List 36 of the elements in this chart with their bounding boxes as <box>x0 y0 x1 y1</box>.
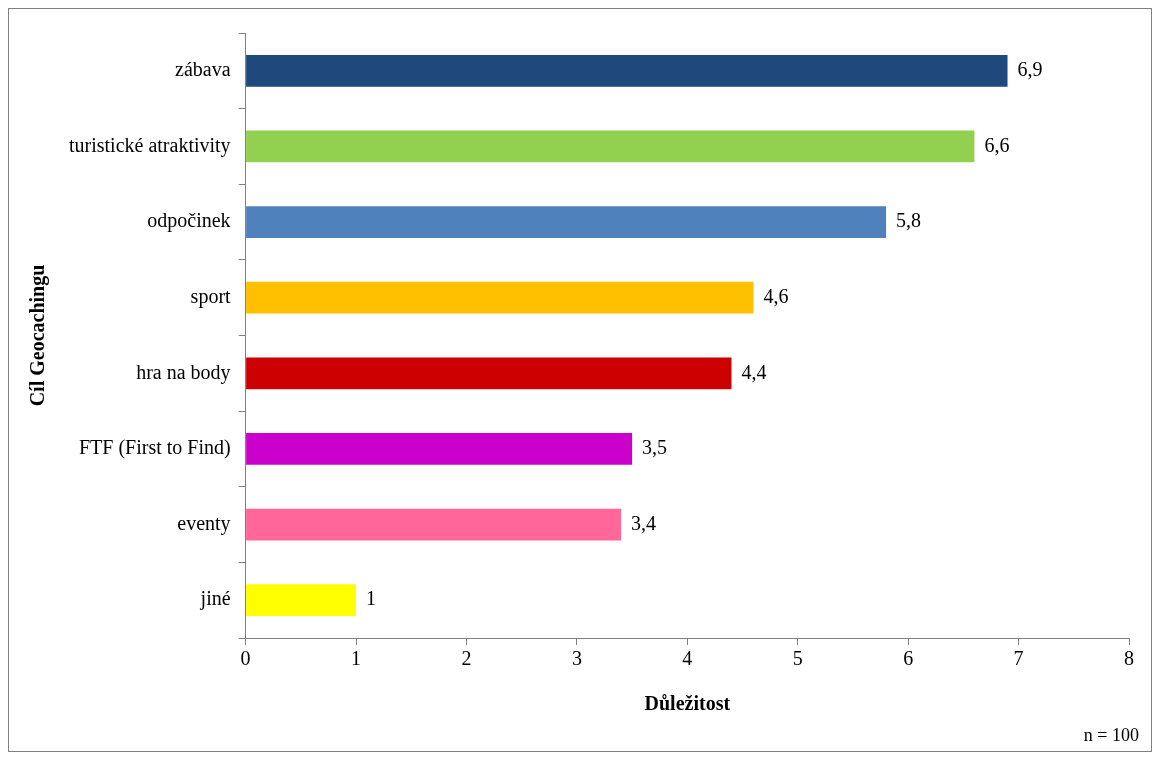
y-tick-label: sport <box>190 284 232 308</box>
data-label: 6,6 <box>984 133 1010 156</box>
x-tick-label: 7 <box>1013 647 1024 670</box>
y-tick-label: hra na body <box>136 360 231 384</box>
y-tick-label: FTF (First to Find) <box>78 436 231 460</box>
data-label: 6,9 <box>1017 58 1043 81</box>
text: n = 100 <box>1083 724 1139 745</box>
y-tick-label: zábava <box>175 58 231 81</box>
data-label: 3,5 <box>642 436 668 459</box>
x-tick-label: 8 <box>1124 647 1134 670</box>
bar <box>246 54 1008 87</box>
y-tick-label: turistické atraktivity <box>69 133 231 157</box>
x-tick-label: 6 <box>903 647 914 670</box>
x-axis-title: Důležitost <box>644 692 731 715</box>
x-tick-label: 0 <box>240 647 251 670</box>
bar <box>246 206 887 238</box>
bar <box>246 357 732 390</box>
bar <box>246 130 975 163</box>
bar <box>246 584 357 617</box>
data-label: 5,8 <box>896 209 922 232</box>
y-tick-label: jiné <box>199 587 231 611</box>
y-tick-label: eventy <box>177 511 231 535</box>
y-tick-label: odpočinek <box>147 209 231 233</box>
data-label: 4,6 <box>763 284 789 307</box>
x-tick-label: 5 <box>792 647 803 670</box>
x-tick-label: 3 <box>571 647 582 670</box>
bar <box>246 433 633 465</box>
bar <box>246 508 622 541</box>
bar <box>246 281 754 314</box>
data-label: 4,4 <box>741 360 767 383</box>
x-tick-label: 1 <box>351 647 362 670</box>
x-tick-label: 2 <box>461 647 472 670</box>
data-label: 1 <box>366 587 377 610</box>
x-tick-label: 4 <box>682 647 693 670</box>
y-axis-title: Cíl Geocachingu <box>26 264 50 407</box>
data-label: 3,4 <box>631 511 657 534</box>
